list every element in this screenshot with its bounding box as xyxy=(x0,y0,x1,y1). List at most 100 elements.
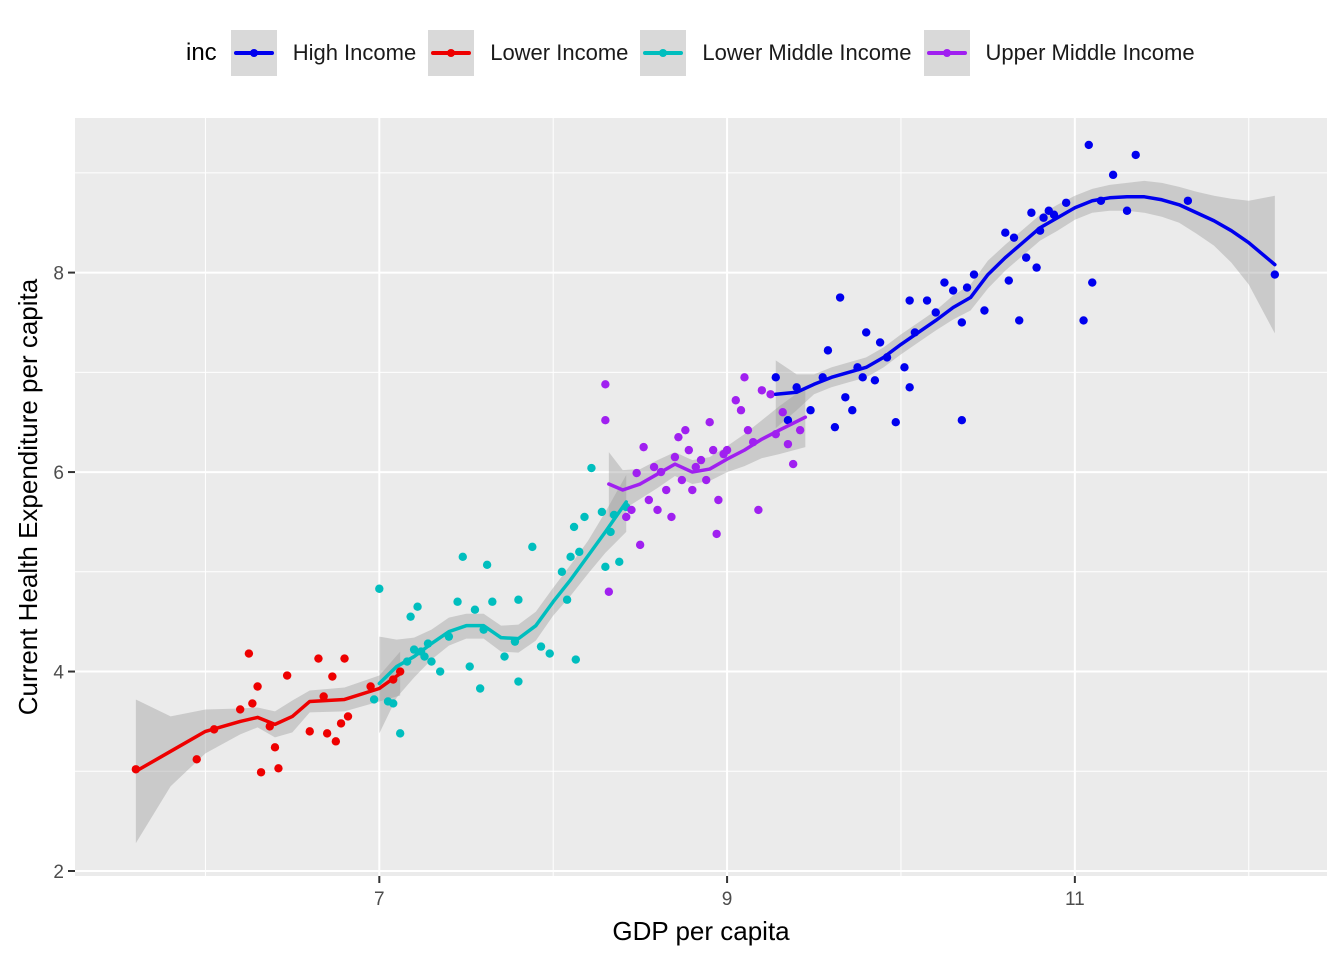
y-tick-label: 4 xyxy=(53,663,64,684)
y-tick-label: 8 xyxy=(53,264,64,285)
data-point-lower-middle-income xyxy=(545,649,554,658)
data-point-upper-middle-income xyxy=(601,416,610,425)
data-point-lower-middle-income xyxy=(375,584,384,593)
data-point-high-income xyxy=(891,417,900,427)
data-point-lower-middle-income xyxy=(569,522,579,532)
data-point-lower-income xyxy=(319,692,328,701)
x-axis-title: GDP per capita xyxy=(612,916,790,946)
data-point-high-income xyxy=(1015,316,1024,325)
data-point-high-income xyxy=(848,406,857,415)
data-point-upper-middle-income xyxy=(670,452,680,462)
data-point-lower-middle-income xyxy=(557,567,567,577)
legend-key-lower-middle-income xyxy=(640,30,687,76)
data-point-lower-income xyxy=(248,699,257,708)
trend-line-upper-middle-income xyxy=(607,415,808,492)
data-point-lower-middle-income xyxy=(369,695,379,704)
data-point-upper-middle-income xyxy=(766,390,775,399)
legend-label-upper-middle-income: Upper Middle Income xyxy=(985,40,1195,65)
data-point-upper-middle-income xyxy=(743,425,753,435)
data-point-lower-middle-income xyxy=(435,667,445,676)
data-point-upper-middle-income xyxy=(677,475,687,485)
data-point-lower-income xyxy=(366,682,375,691)
data-point-lower-middle-income xyxy=(465,662,474,671)
x-tick-label: 9 xyxy=(722,889,733,910)
data-point-upper-middle-income xyxy=(639,442,648,452)
data-point-high-income xyxy=(1061,198,1071,207)
data-point-upper-middle-income xyxy=(674,432,683,442)
trend-line-lower-income xyxy=(134,671,402,774)
data-point-lower-middle-income xyxy=(566,552,575,562)
data-point-upper-middle-income xyxy=(722,445,732,455)
data-point-lower-income xyxy=(322,729,332,738)
data-point-high-income xyxy=(870,376,880,385)
data-point-high-income xyxy=(830,422,840,432)
data-point-lower-income xyxy=(340,654,349,663)
data-point-high-income xyxy=(861,328,871,337)
data-point-high-income xyxy=(1088,278,1097,287)
data-point-high-income xyxy=(1009,233,1019,242)
data-point-high-income xyxy=(1021,253,1031,262)
data-point-lower-middle-income xyxy=(514,677,523,686)
data-point-high-income xyxy=(1131,150,1140,160)
data-point-upper-middle-income xyxy=(644,495,654,505)
data-point-high-income xyxy=(1079,316,1088,325)
data-point-lower-income xyxy=(244,649,254,658)
legend-item-lower-middle-income: Lower Middle Income xyxy=(640,30,912,76)
data-point-lower-income xyxy=(328,672,337,681)
data-point-high-income xyxy=(1084,140,1093,150)
legend-key-upper-middle-income xyxy=(923,30,970,76)
data-point-lower-income xyxy=(343,712,353,721)
data-point-lower-middle-income xyxy=(389,699,398,708)
data-point-upper-middle-income xyxy=(736,406,746,415)
data-point-high-income xyxy=(962,283,972,292)
data-point-high-income xyxy=(980,306,989,315)
data-point-lower-middle-income xyxy=(536,642,546,651)
data-point-upper-middle-income xyxy=(702,475,711,485)
data-point-lower-middle-income xyxy=(587,463,596,473)
data-point-lower-middle-income xyxy=(470,605,480,614)
data-point-upper-middle-income xyxy=(622,512,631,522)
data-point-upper-middle-income xyxy=(712,529,721,539)
data-point-high-income xyxy=(1183,196,1193,205)
data-point-high-income xyxy=(1004,276,1013,285)
legend-label-lower-middle-income: Lower Middle Income xyxy=(702,40,912,65)
confidence-band-upper-middle-income xyxy=(608,387,806,517)
data-point-high-income xyxy=(858,373,867,382)
data-point-high-income xyxy=(969,270,979,279)
legend: inc High Income Lower Income Lower Middl… xyxy=(186,30,1207,76)
data-point-lower-income xyxy=(270,743,280,752)
data-point-lower-income xyxy=(282,671,292,680)
data-point-lower-income xyxy=(274,764,283,773)
data-point-lower-income xyxy=(336,719,346,728)
data-point-lower-middle-income xyxy=(580,512,589,522)
legend-title: inc xyxy=(186,39,217,66)
data-point-lower-middle-income xyxy=(458,552,467,562)
data-point-high-income xyxy=(957,416,967,425)
data-point-upper-middle-income xyxy=(635,540,645,550)
legend-label-high-income: High Income xyxy=(292,40,417,65)
data-point-lower-income xyxy=(305,727,314,736)
data-point-lower-middle-income xyxy=(500,652,509,661)
data-point-high-income xyxy=(931,308,940,317)
data-point-upper-middle-income xyxy=(653,505,662,515)
data-point-high-income xyxy=(1039,213,1048,222)
data-point-high-income xyxy=(835,293,845,302)
data-point-upper-middle-income xyxy=(795,425,805,435)
data-point-upper-middle-income xyxy=(705,417,714,427)
y-tick-label: 6 xyxy=(53,463,64,484)
data-point-lower-income xyxy=(235,705,245,714)
data-point-high-income xyxy=(806,406,815,415)
data-point-upper-middle-income xyxy=(684,445,694,455)
data-point-lower-middle-income xyxy=(488,597,497,606)
data-point-lower-middle-income xyxy=(409,645,419,654)
x-tick-label: 11 xyxy=(1065,889,1085,910)
data-point-high-income xyxy=(900,363,909,372)
data-point-high-income xyxy=(1108,170,1118,180)
data-point-lower-middle-income xyxy=(571,655,580,664)
data-point-upper-middle-income xyxy=(649,462,659,472)
data-point-high-income xyxy=(1122,206,1132,215)
data-point-lower-middle-income xyxy=(597,507,607,517)
data-point-upper-middle-income xyxy=(788,459,798,469)
data-point-high-income xyxy=(771,373,780,382)
